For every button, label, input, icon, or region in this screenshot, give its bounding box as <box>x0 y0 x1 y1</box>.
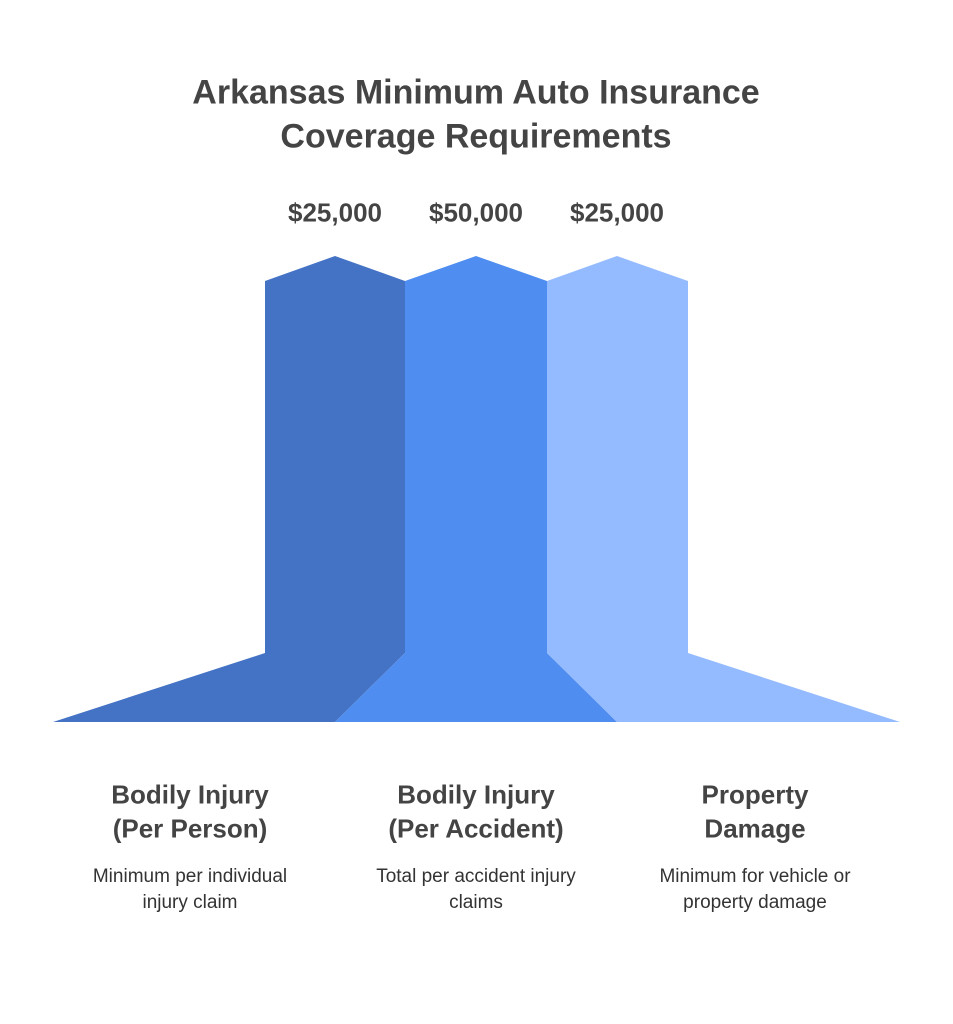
column-shape <box>547 256 900 722</box>
item-description: injury claim <box>142 892 238 913</box>
item-label: (Per Accident) <box>388 813 564 844</box>
column-shape <box>335 256 617 722</box>
amount: $25,000 <box>570 197 664 228</box>
item-label: Property <box>701 779 809 810</box>
title: Arkansas Minimum Auto Insurance <box>192 73 760 112</box>
item-label: Bodily Injury <box>111 779 269 810</box>
item-label: (Per Person) <box>112 813 268 844</box>
item-label: Bodily Injury <box>397 779 555 810</box>
item-label: Damage <box>704 813 806 844</box>
amount: $25,000 <box>288 197 382 228</box>
item-description: claims <box>449 892 503 913</box>
title: Coverage Requirements <box>280 117 672 156</box>
item-description: Minimum for vehicle or <box>659 866 851 887</box>
amount: $50,000 <box>429 197 523 228</box>
column-shape <box>53 256 405 722</box>
item-description: Minimum per individual <box>92 866 288 887</box>
item-description: property damage <box>683 892 827 913</box>
item-description: Total per accident injury <box>376 866 576 887</box>
